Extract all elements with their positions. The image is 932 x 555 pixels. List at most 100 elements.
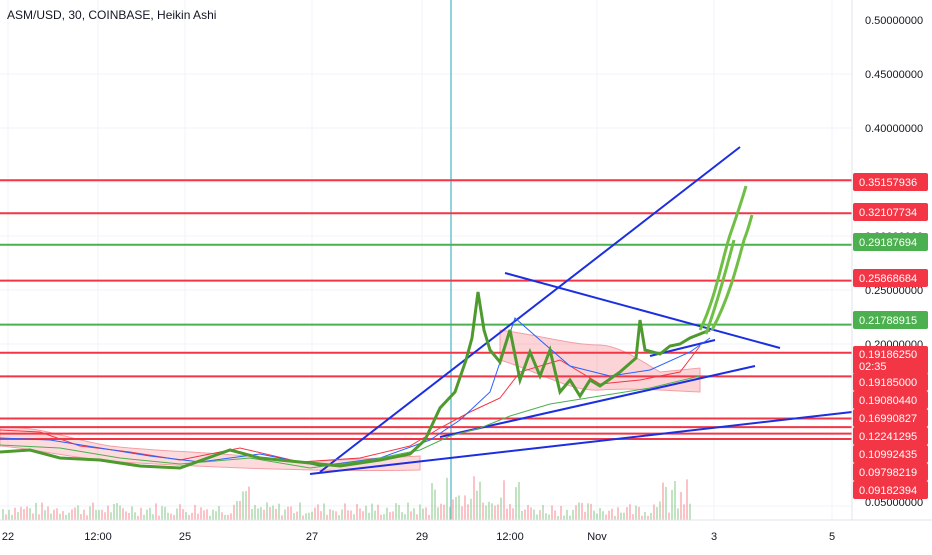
volume-bar	[632, 514, 634, 520]
price-labels: 0.35157936 0.32107734 0.29187694 0.25868684…	[853, 173, 928, 499]
volume-bar	[530, 507, 532, 520]
volume-bar	[104, 512, 106, 520]
volume-bar	[77, 505, 79, 520]
volume-bar	[209, 515, 211, 520]
x-tick-label: 12:00	[84, 531, 112, 543]
volume-bar	[53, 509, 55, 520]
volume-bar	[131, 506, 133, 520]
volume-bar	[578, 502, 580, 520]
volume-bar	[23, 509, 25, 520]
volume-bar	[254, 504, 256, 520]
volume-bar	[188, 515, 190, 520]
trendline[interactable]	[439, 365, 756, 438]
volume-bar	[74, 507, 76, 520]
price-label: 0.12241295	[859, 431, 917, 443]
volume-bar	[134, 512, 136, 520]
volume-bar	[182, 509, 184, 520]
volume-bar	[584, 511, 586, 520]
volume-bar	[269, 506, 271, 520]
trendlines[interactable]	[309, 146, 853, 475]
volume-bar	[413, 508, 415, 520]
volume-bar	[56, 508, 58, 520]
volume-bar	[95, 509, 97, 520]
volume-bar	[467, 504, 469, 520]
volume-bar	[605, 514, 607, 520]
volume-bar	[17, 512, 19, 520]
volume-bar	[221, 512, 223, 520]
volume-bar	[647, 515, 649, 520]
volume-bar	[602, 511, 604, 520]
volume-bar	[545, 513, 547, 520]
trendline[interactable]	[319, 146, 741, 473]
volume-bar	[200, 507, 202, 520]
volume-bar	[8, 509, 10, 520]
volume-bar	[137, 515, 139, 520]
projection-line[interactable]	[710, 214, 754, 331]
volume-bar	[638, 506, 640, 520]
volume-bar	[650, 512, 652, 520]
volume-bar	[374, 510, 376, 520]
y-tick-label: 0.45000000	[865, 69, 923, 81]
volume-bar	[599, 507, 601, 520]
volume-bar	[338, 515, 340, 520]
projection-line[interactable]	[698, 185, 748, 331]
volume-bar	[548, 514, 550, 520]
volume-bar	[212, 509, 214, 520]
volume-bar	[500, 497, 502, 520]
x-tick-label: 27	[306, 531, 318, 543]
overlay-line	[0, 375, 701, 469]
volume-bar	[539, 510, 541, 520]
trendline[interactable]	[309, 411, 853, 475]
volume-bar	[278, 503, 280, 520]
horizontal-levels[interactable]	[0, 179, 852, 441]
volume-bar	[140, 507, 142, 520]
volume-bar	[449, 506, 451, 520]
volume-bar	[452, 499, 454, 520]
volume-bar	[662, 482, 664, 520]
volume-bar	[356, 504, 358, 520]
volume-bar	[194, 504, 196, 520]
volume-bar	[62, 511, 64, 520]
volume-bar	[50, 513, 52, 520]
price-line	[0, 291, 711, 470]
volume-bar	[263, 509, 265, 520]
volume-bar	[359, 508, 361, 520]
x-tick-label: 29	[416, 531, 428, 543]
volume-bar	[89, 506, 91, 520]
trendline[interactable]	[504, 272, 781, 349]
volume-bar	[29, 508, 31, 520]
volume-bar	[164, 506, 166, 520]
volume-bar	[314, 507, 316, 520]
volume-bar	[443, 504, 445, 520]
projection-lines[interactable]	[698, 185, 754, 335]
volume-bar	[404, 514, 406, 520]
volume-bar	[368, 512, 370, 520]
volume-bar	[341, 509, 343, 520]
volume-bar	[191, 512, 193, 520]
volume-bar	[329, 509, 331, 520]
volume-bar	[653, 504, 655, 520]
volume-bar	[167, 512, 169, 520]
price-label-bg	[853, 463, 928, 481]
volume-bar	[614, 515, 616, 520]
volume-bar	[170, 513, 172, 520]
volume-bar	[122, 508, 124, 520]
volume-bar	[566, 509, 568, 520]
volume-bar	[215, 511, 217, 520]
volume-bar	[581, 502, 583, 520]
volume-bar	[521, 510, 523, 520]
price-label-bg	[853, 269, 928, 287]
price-label: 0.10992435	[859, 449, 917, 461]
volume-bar	[362, 511, 364, 520]
volume-bar	[389, 512, 391, 520]
volume-bar	[419, 504, 421, 520]
time-axis-bg	[0, 520, 932, 550]
volume-bar	[515, 487, 517, 520]
x-tick-label: 25	[179, 531, 191, 543]
projection-line[interactable]	[704, 239, 736, 335]
volume-bar	[473, 476, 475, 520]
volume-bar	[689, 503, 691, 520]
volume-bar	[293, 513, 295, 520]
